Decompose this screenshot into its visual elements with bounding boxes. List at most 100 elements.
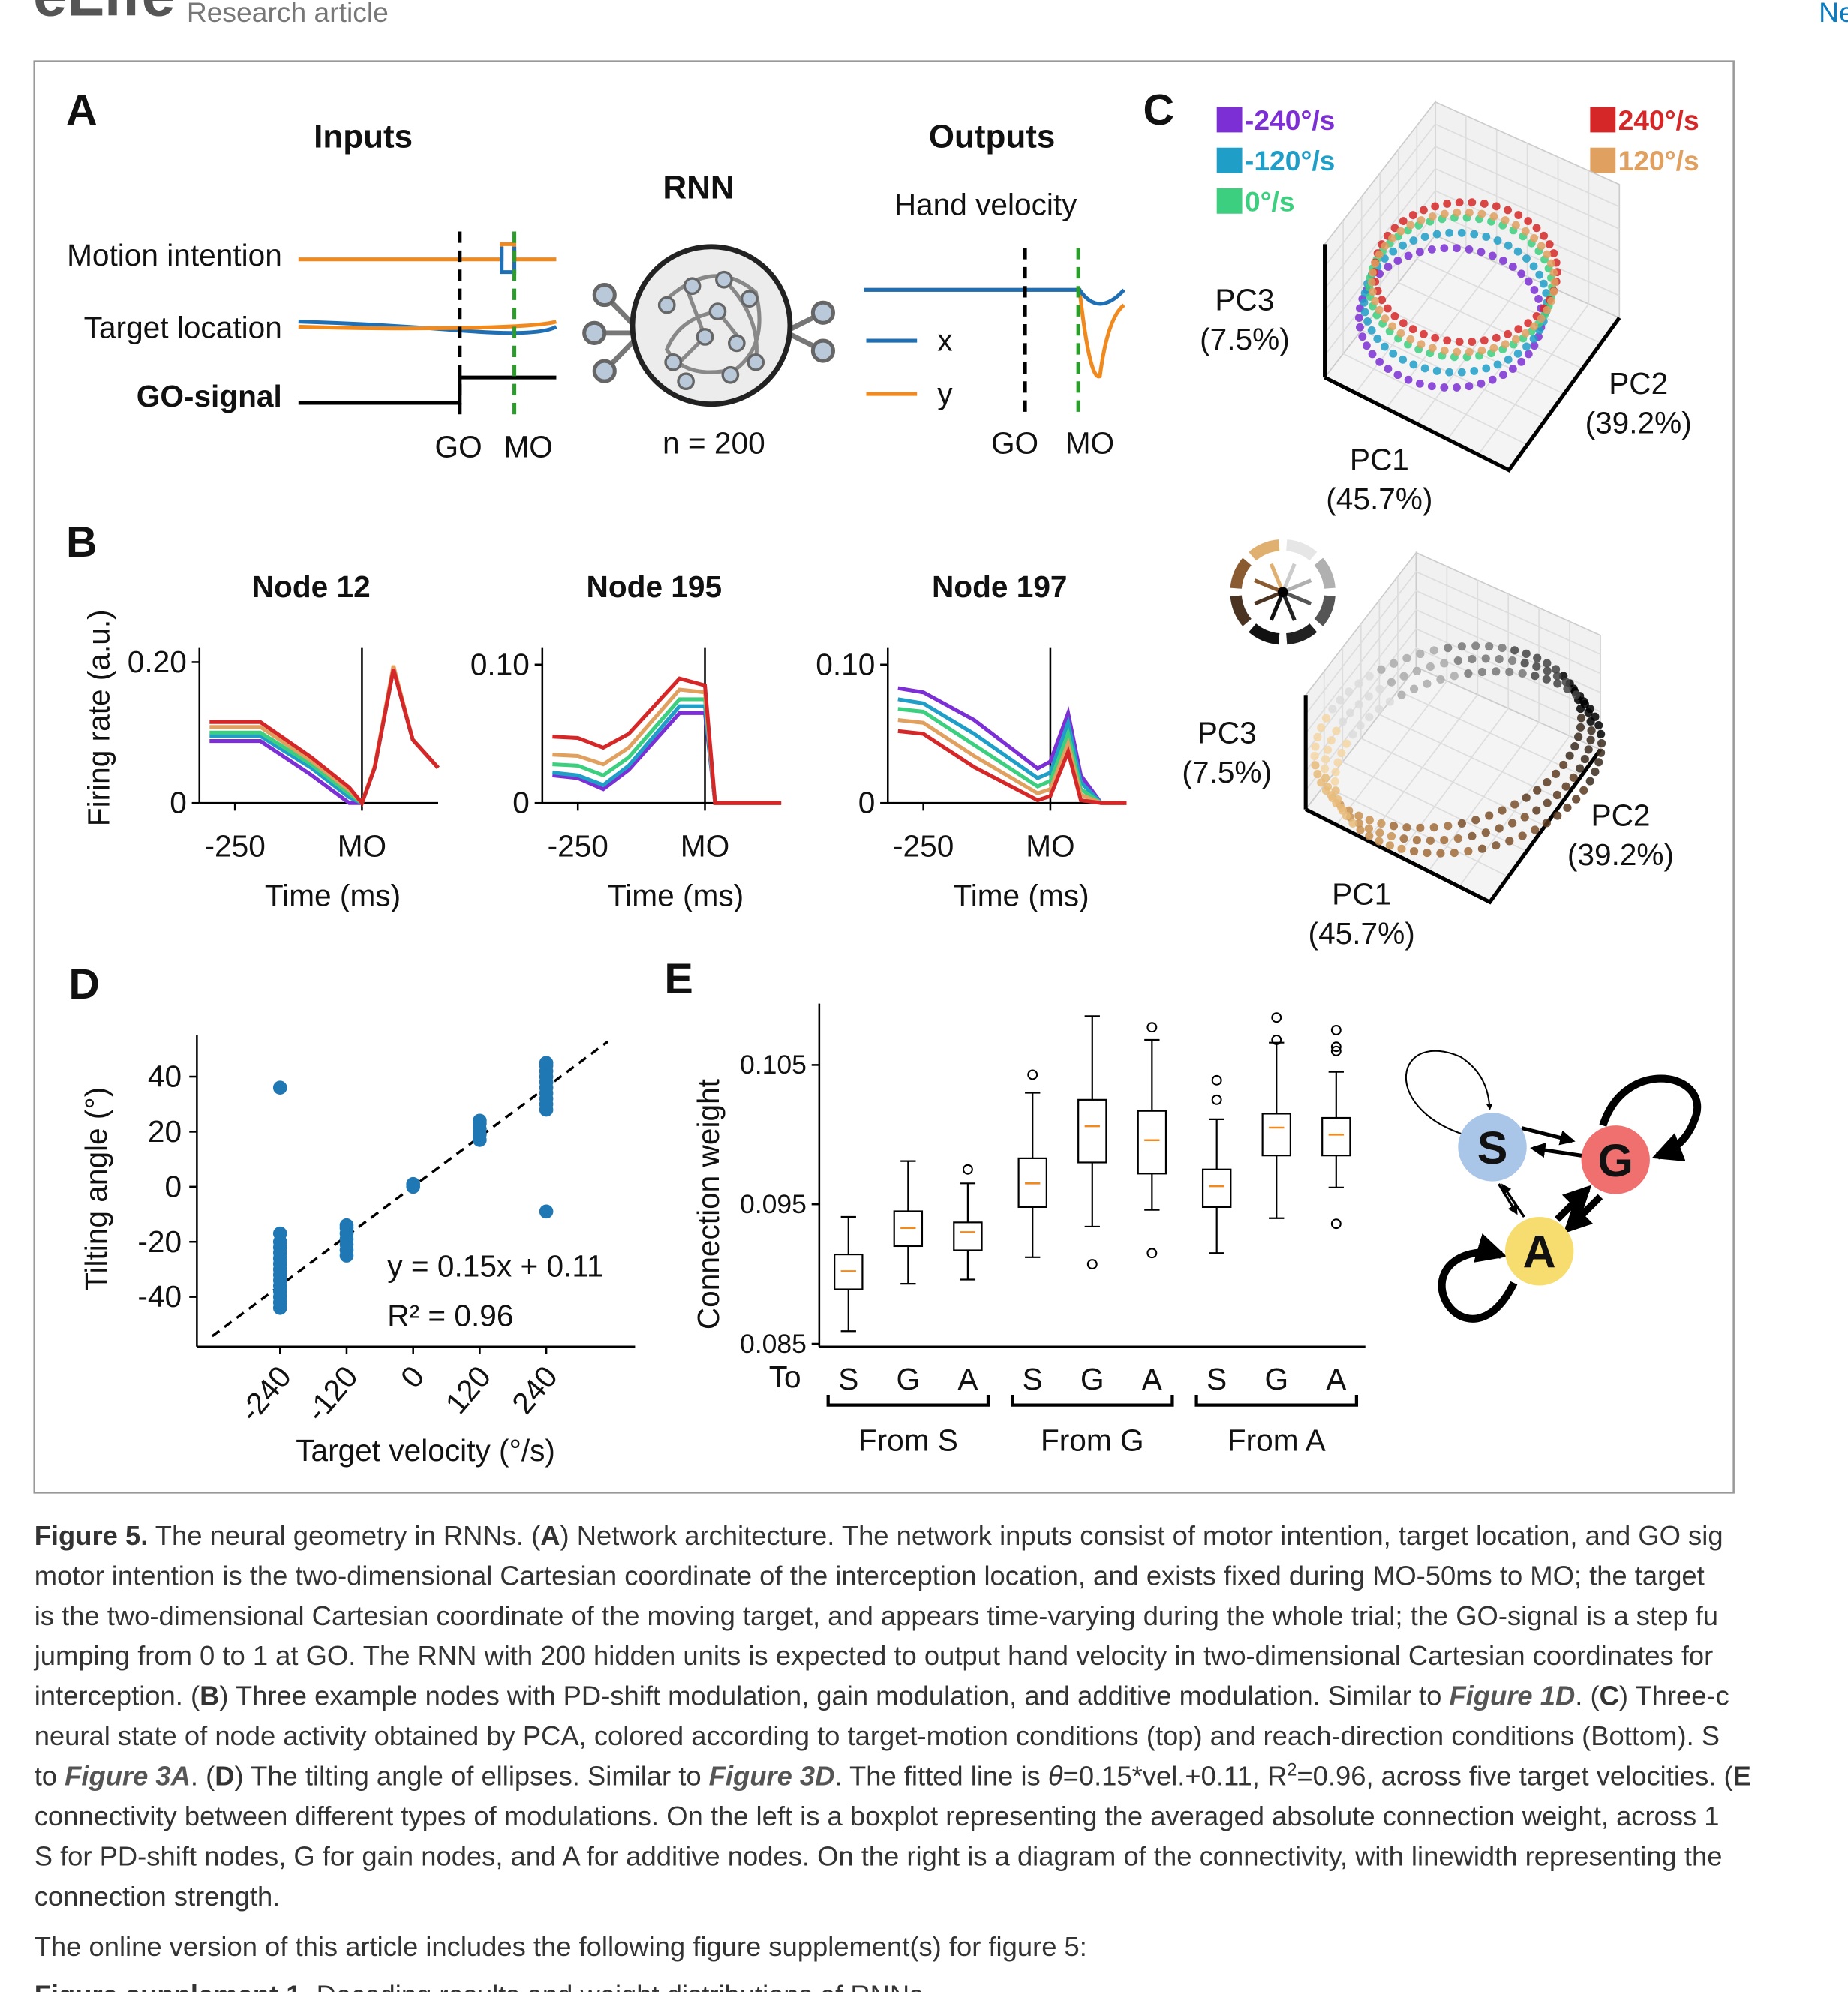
outlier: [1271, 1035, 1282, 1045]
pca-point: [1330, 777, 1339, 786]
pca-point: [1513, 349, 1522, 358]
caption-run: ) Three-c: [1619, 1681, 1729, 1711]
group-bracket: [826, 1395, 990, 1407]
y-tick-label: 0: [512, 786, 530, 820]
pca-point: [1543, 305, 1552, 314]
compass-segment: [1285, 539, 1318, 561]
nav-link[interactable]: Ne: [1819, 0, 1848, 28]
pca-point: [1493, 236, 1502, 245]
x-tick-label: -120: [299, 1360, 364, 1429]
pca-point: [1591, 767, 1600, 777]
pca-axis-label: PC1: [1350, 443, 1409, 477]
pca-axis-share: (45.7%): [1326, 482, 1432, 516]
rnn-unit: [708, 302, 727, 320]
pca-point: [1552, 672, 1561, 681]
pca-point: [1440, 346, 1449, 355]
outputs-title: Outputs: [929, 119, 1056, 155]
pca-point: [1513, 247, 1522, 256]
pca-point: [1365, 831, 1374, 840]
pca-point: [1524, 277, 1533, 286]
pca-point: [1389, 822, 1399, 831]
pca-point: [1597, 748, 1606, 757]
outlier: [1271, 1012, 1282, 1023]
pca-point: [1409, 847, 1419, 856]
pca-point: [1508, 365, 1517, 374]
pca-grid: [1397, 690, 1582, 888]
compass-segment: [1230, 557, 1252, 590]
pca-point: [1576, 723, 1585, 732]
pca-point: [1465, 245, 1474, 254]
pca-point: [1551, 665, 1561, 674]
pca-point: [1585, 777, 1594, 786]
connection: [1405, 1050, 1493, 1135]
x-tick-label: S: [1206, 1362, 1227, 1396]
pca-point: [1378, 296, 1387, 305]
pca-point: [1331, 786, 1340, 795]
pca-point: [1426, 836, 1435, 845]
caption-run: The neural geometry in RNNs. (: [148, 1520, 540, 1551]
x-tick-label: MO: [338, 828, 386, 863]
x-tick-label: MO: [681, 828, 729, 863]
connection: [1501, 1183, 1525, 1218]
pca-point: [1489, 212, 1498, 221]
caption-line: motor intention is the two-dimensional C…: [35, 1560, 1705, 1591]
journal-logo: eLife: [33, 0, 176, 29]
mo-marker: MO: [1065, 426, 1114, 461]
pca-point: [1542, 819, 1551, 828]
group-label: From S: [858, 1423, 958, 1458]
pca-point: [1399, 672, 1408, 681]
caption-run: connectivity between different types of …: [35, 1801, 1720, 1831]
pca-point: [1354, 819, 1363, 828]
pca-point: [1499, 371, 1507, 380]
pca-point: [1549, 287, 1558, 296]
pca-point: [1337, 748, 1346, 758]
pca-point: [1323, 782, 1333, 792]
legend-swatch: [1216, 147, 1243, 173]
pca-point: [1501, 340, 1510, 349]
pca-point: [1504, 206, 1512, 215]
pca-point: [1518, 831, 1527, 840]
connection: [1599, 1074, 1702, 1162]
pca-point: [1514, 325, 1523, 334]
caption-line: connectivity between different types of …: [35, 1801, 1720, 1831]
box: [1201, 1168, 1232, 1209]
firing-rate-line: [552, 697, 782, 805]
pca-point: [1547, 296, 1555, 305]
pca-point: [1338, 717, 1347, 726]
pca-point: [1342, 739, 1351, 748]
y-tick-label: 0: [858, 786, 876, 820]
fit-r2: R² = 0.96: [387, 1299, 513, 1333]
group-bracket: [1011, 1395, 1174, 1407]
pca-axis-label: PC1: [1332, 877, 1391, 912]
pca-point: [1354, 700, 1363, 709]
mo-marker: MO: [503, 430, 552, 464]
pca-point: [1408, 325, 1417, 334]
pca-point: [1520, 659, 1529, 668]
supplement-intro: The online version of this article inclu…: [35, 1931, 1087, 1962]
x-tick-label: MO: [1026, 828, 1074, 863]
pca-point: [1457, 642, 1466, 651]
pca-point: [1375, 705, 1384, 714]
pca-point: [1362, 341, 1371, 350]
pca-grid: [1324, 123, 1620, 305]
pca-point: [1332, 726, 1341, 735]
compass-segment: [1249, 623, 1280, 645]
pca-axis-label: PC2: [1591, 798, 1650, 833]
pca-point: [1570, 742, 1579, 751]
figure-link: Figure 3A: [65, 1761, 191, 1792]
caption-run: . The fitted line is: [834, 1761, 1047, 1792]
caption-line: interception. (B) Three example nodes wi…: [35, 1681, 1729, 1711]
outlier: [1146, 1022, 1158, 1033]
pca-point: [1508, 819, 1517, 828]
caption-run: C: [1600, 1681, 1619, 1711]
pca-point: [1412, 836, 1421, 845]
pca-point: [1445, 228, 1454, 237]
rnn-title: RNN: [663, 169, 734, 206]
pca-point: [1443, 336, 1452, 345]
rnn-output-node: [810, 300, 836, 325]
rnn-output-node: [810, 338, 836, 363]
scatter-point: [539, 1204, 554, 1219]
pca-point: [1393, 257, 1402, 265]
node-title: Node 197: [932, 569, 1068, 604]
